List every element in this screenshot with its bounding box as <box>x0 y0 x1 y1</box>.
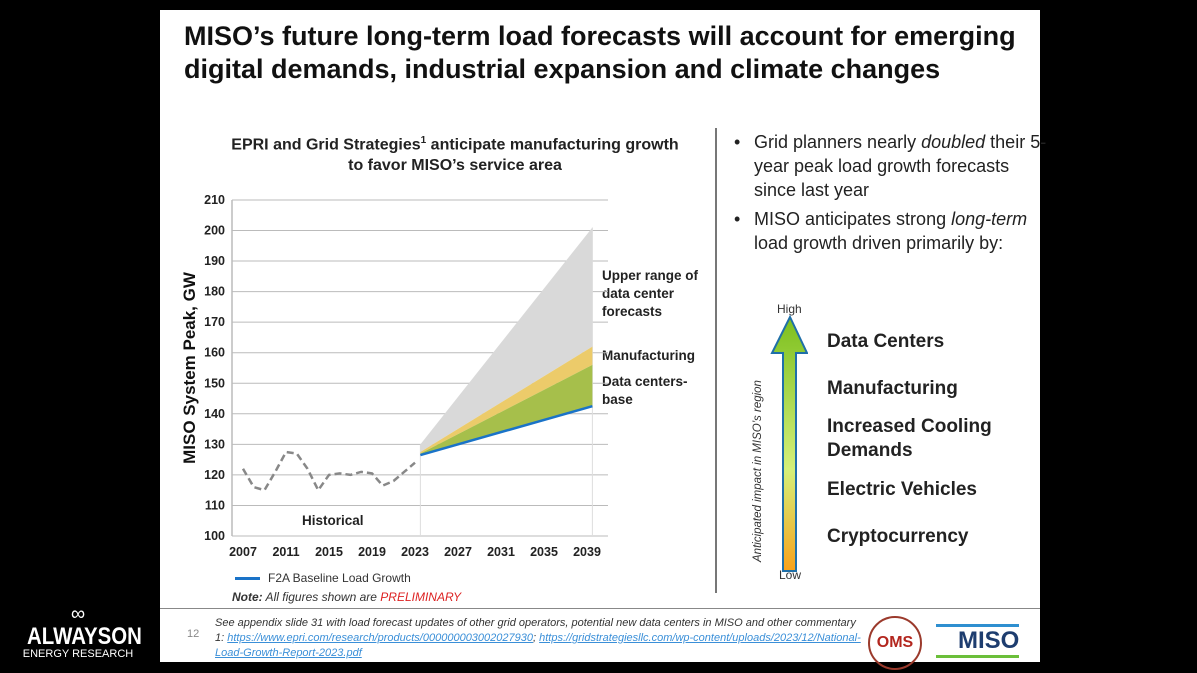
grid-strategies-link[interactable]: https://gridstrategiesllc.com/wp-content… <box>215 632 861 659</box>
chart-title: EPRI and Grid Strategies1 anticipate man… <box>230 130 680 176</box>
bullet-1-text: Grid planners nearly <box>754 132 922 152</box>
miso-logo-text: MISO <box>958 627 1020 654</box>
legend-label: F2A Baseline Load Growth <box>268 571 411 585</box>
label-historical: Historical <box>302 513 364 528</box>
baseline-line <box>420 404 593 457</box>
footnote-ref: 1: <box>215 632 228 644</box>
infinity-icon: ∞ <box>70 603 86 625</box>
y-tick-label: 170 <box>204 315 225 329</box>
legend: F2A Baseline Load Growth <box>235 571 411 585</box>
band-manufacturing <box>420 346 593 454</box>
x-tick-label: 2007 <box>229 545 257 559</box>
x-tick-label: 2031 <box>487 545 515 559</box>
legend-swatch <box>235 577 260 581</box>
chart-title-footnote: 1 <box>420 135 427 146</box>
chart-title-rest: anticipate manufacturing growth to favor… <box>348 136 679 175</box>
brand-logo: ∞ ALWAYSON ENERGY RESEARCH <box>18 603 142 660</box>
chart-title-main: EPRI and Grid Strategies <box>231 136 421 154</box>
y-tick-label: 180 <box>204 285 225 299</box>
driver-crypto: Cryptocurrency <box>827 526 969 547</box>
bullet-1: Grid planners nearly doubled their 5-yea… <box>728 130 1054 202</box>
y-tick-label: 100 <box>204 529 225 543</box>
driver-ev: Electric Vehicles <box>827 479 977 500</box>
y-tick-label: 200 <box>204 224 225 238</box>
driver-cooling: Increased Cooling Demands <box>827 416 992 461</box>
historical-line <box>241 450 416 493</box>
y-tick-label: 190 <box>204 254 225 268</box>
y-axis-label: MISO System Peak, GW <box>180 271 199 464</box>
driver-data-centers: Data Centers <box>827 331 945 352</box>
driver-manufacturing: Manufacturing <box>827 378 958 399</box>
bullet-1-emph: doubled <box>921 132 986 152</box>
y-tick-label: 130 <box>204 437 225 451</box>
y-tick-label: 210 <box>204 193 225 207</box>
chart-note: Note: All figures shown are PRELIMINARY <box>232 590 461 604</box>
footnote-sep: ; <box>532 632 540 644</box>
y-tick-label: 150 <box>204 376 225 390</box>
miso-logo: MISO <box>936 624 1020 658</box>
footnote: See appendix slide 31 with load forecast… <box>215 616 875 661</box>
y-tick-label: 140 <box>204 407 225 421</box>
page-number: 12 <box>187 628 200 640</box>
bullet-1-rest: their 5-year peak load growth forecasts … <box>754 132 1047 200</box>
footer-divider <box>160 608 1040 609</box>
label-upper-range: Upper range of data center forecasts <box>602 268 699 319</box>
impact-arrow-icon <box>770 315 808 572</box>
brand-sub: ENERGY RESEARCH <box>22 648 134 660</box>
note-prefix: Note: <box>232 590 263 604</box>
brand-name: ALWAYSON <box>27 623 142 650</box>
y-tick-label: 120 <box>204 468 225 482</box>
bullet-2: MISO anticipates strong long-term load g… <box>728 207 1034 255</box>
bullet-2-rest: load growth driven primarily by: <box>754 233 1004 253</box>
x-tick-label: 2035 <box>530 545 558 559</box>
x-tick-label: 2015 <box>315 545 343 559</box>
bullet-2-text: MISO anticipates strong <box>754 209 952 229</box>
impact-high: High <box>777 302 802 316</box>
band-data-centers-base <box>420 364 593 456</box>
bullet-2-emph: long-term <box>951 209 1028 229</box>
oms-logo: OMS <box>868 616 922 670</box>
x-tick-label: 2023 <box>401 545 429 559</box>
x-tick-label: 2039 <box>573 545 601 559</box>
y-tick-label: 110 <box>205 498 225 512</box>
label-manufacturing: Manufacturing <box>602 348 695 363</box>
epri-link[interactable]: https://www.epri.com/research/products/0… <box>227 632 533 644</box>
band-upper-range <box>420 227 593 452</box>
footnote-text: See appendix slide 31 with load forecast… <box>215 617 856 629</box>
slide: MISO’s future long-term load forecasts w… <box>160 10 1046 670</box>
x-tick-label: 2011 <box>272 545 299 559</box>
label-data-centers-base: Data centers-base <box>602 374 688 407</box>
note-flag: PRELIMINARY <box>380 590 462 604</box>
note-text: All figures shown are <box>262 590 381 604</box>
x-tick-label: 2019 <box>358 545 386 559</box>
y-tick-label: 160 <box>204 346 225 360</box>
divider <box>715 128 717 593</box>
slide-title: MISO’s future long-term load forecasts w… <box>184 21 1016 84</box>
x-tick-label: 2027 <box>444 545 472 559</box>
